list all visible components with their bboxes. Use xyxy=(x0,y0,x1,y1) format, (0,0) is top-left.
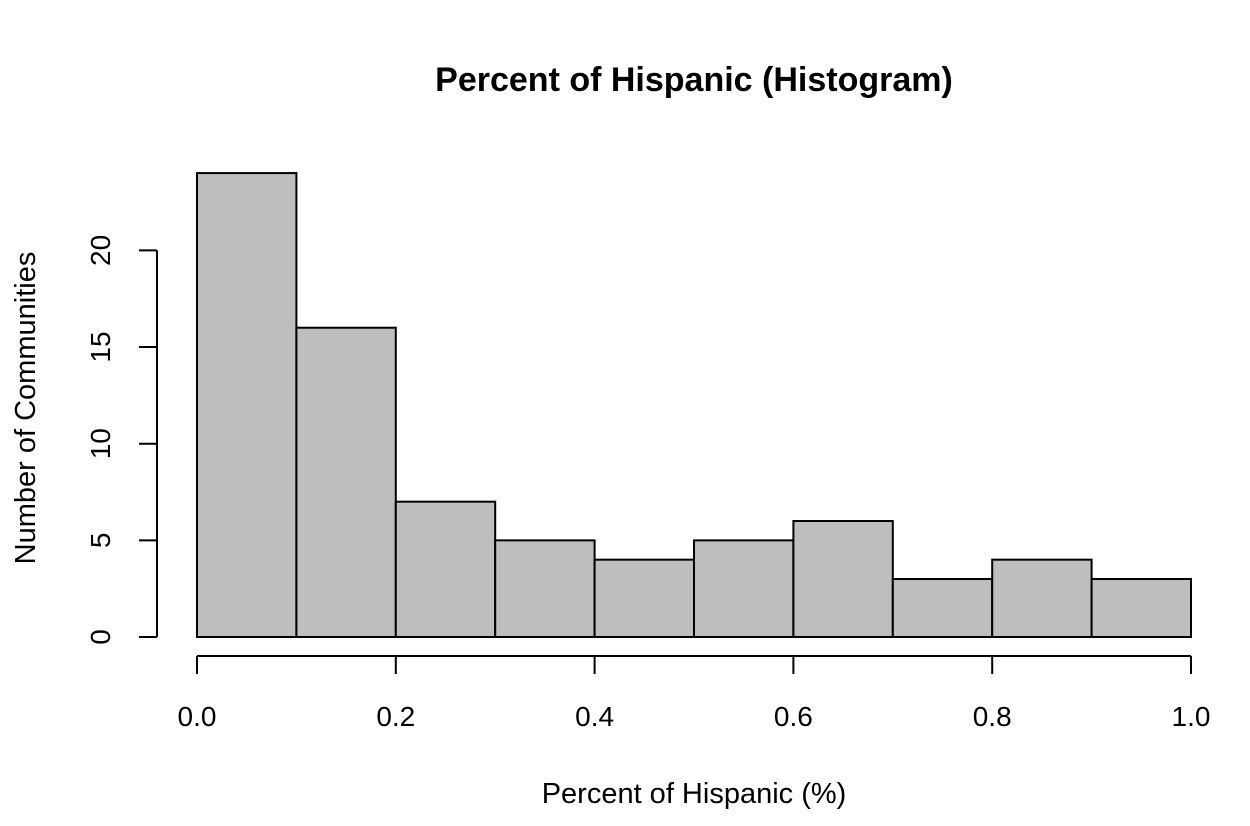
histogram-bar xyxy=(991,558,1093,638)
histogram-bar xyxy=(693,539,795,638)
y-tick-label: 10 xyxy=(85,428,116,459)
x-tick-label: 0.0 xyxy=(178,701,217,732)
x-tick-label: 0.8 xyxy=(973,701,1012,732)
histogram-bar xyxy=(1090,578,1192,639)
histogram-bar xyxy=(891,578,994,639)
histogram-bar xyxy=(394,500,497,638)
y-tick-label: 20 xyxy=(85,235,116,266)
x-tick-label: 0.4 xyxy=(575,701,614,732)
y-tick-label: 5 xyxy=(85,533,116,549)
histogram-bar xyxy=(593,558,695,638)
y-axis-label: Number of Communities xyxy=(10,252,42,565)
bars-group xyxy=(196,172,1192,639)
x-tick-label: 1.0 xyxy=(1172,701,1211,732)
x-tick-label: 0.2 xyxy=(376,701,415,732)
y-tick-label: 0 xyxy=(85,629,116,645)
histogram-bar xyxy=(295,326,397,638)
histogram-bar xyxy=(494,539,596,638)
y-tick-label: 15 xyxy=(85,331,116,362)
x-axis: 0.0 0.2 0.4 0.6 0.8 1.0 xyxy=(178,655,1211,732)
y-axis: 0 5 10 15 20 xyxy=(85,235,158,645)
histogram-bar xyxy=(196,172,298,639)
x-axis-label: Percent of Hispanic (%) xyxy=(542,778,847,810)
histogram-bar xyxy=(792,520,894,639)
x-tick-label: 0.6 xyxy=(774,701,813,732)
chart-title: Percent of Hispanic (Histogram) xyxy=(435,61,953,99)
